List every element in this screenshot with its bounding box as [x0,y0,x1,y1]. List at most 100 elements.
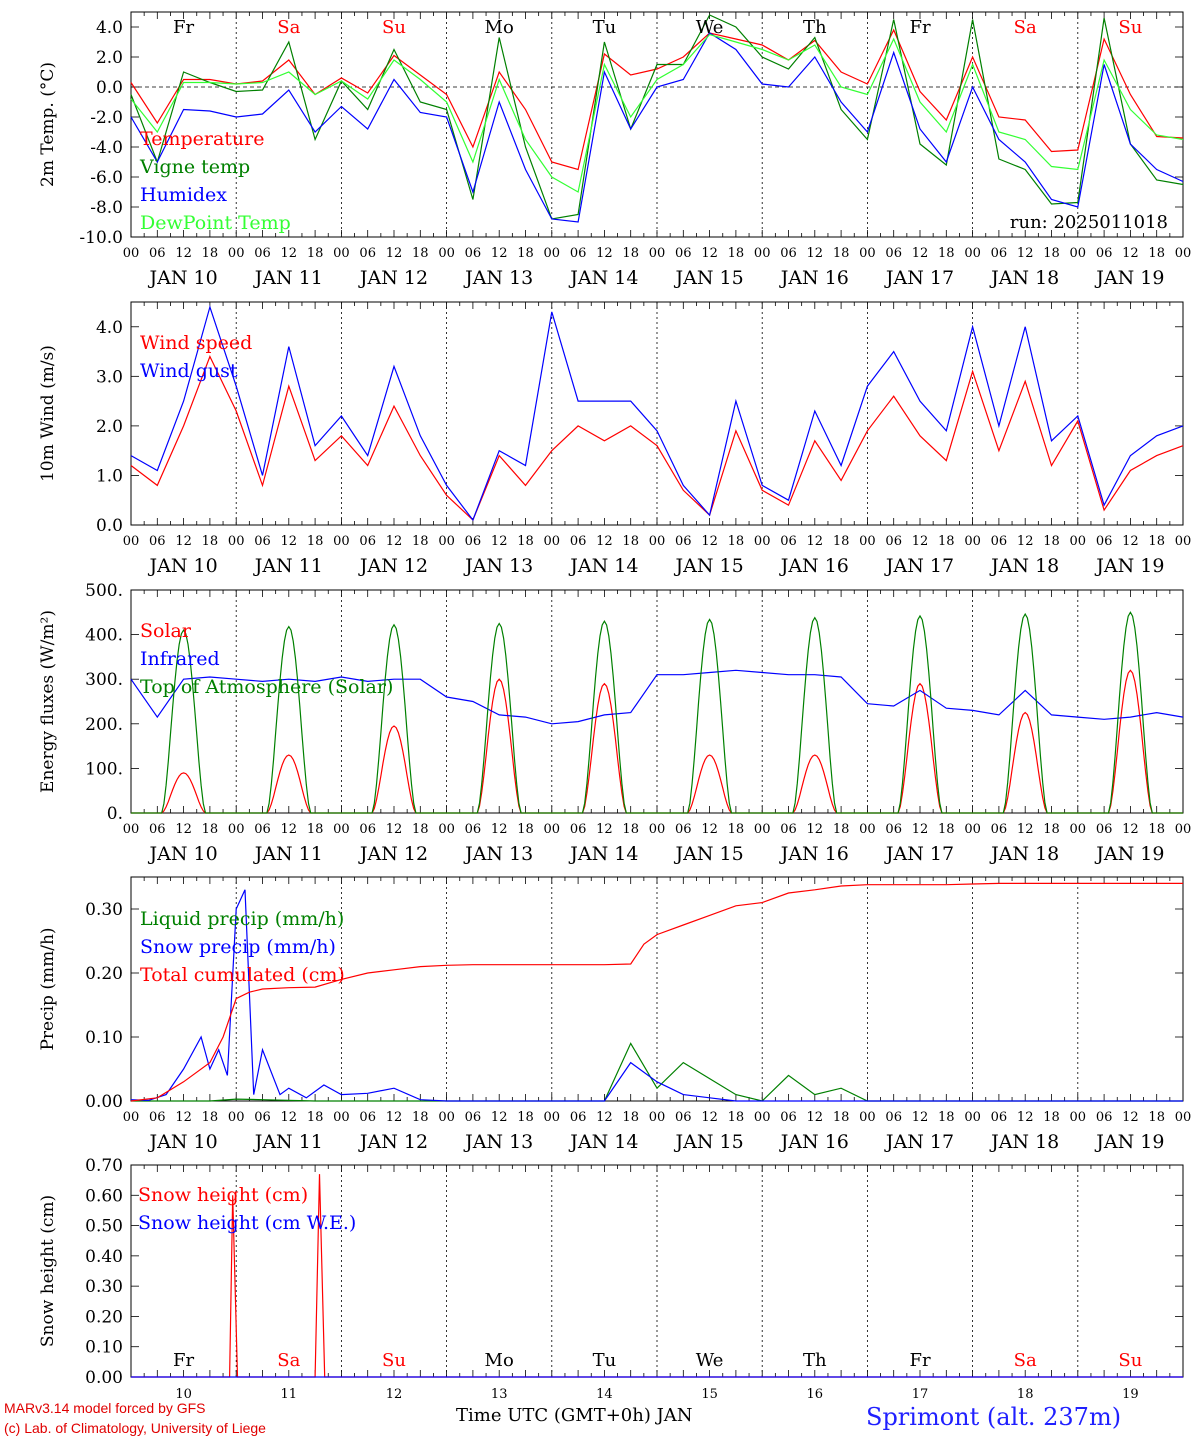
hour-tick-label: 00 [859,822,876,837]
weekday-label: Th [803,1350,827,1371]
y-tick-label: 0.10 [85,1028,123,1048]
date-label: JAN 18 [989,267,1059,289]
hour-tick-label: 12 [1122,1110,1139,1125]
hour-tick-label: 18 [307,822,324,837]
hour-tick-label: 18 [1043,1110,1060,1125]
hour-tick-label: 06 [149,534,166,549]
hour-tick-label: 06 [885,1110,902,1125]
series-line-dewpoint-temp [130,33,1184,193]
weekday-label: Tu [593,17,617,38]
hour-tick-label: 18 [1148,534,1165,549]
weekday-label: Fr [173,1350,194,1371]
hour-tick-label: 00 [333,822,350,837]
y-tick-label: 0.20 [85,1307,123,1327]
weekday-label: Su [382,1350,406,1371]
date-label: JAN 13 [463,843,533,865]
weekday-label: Sa [277,17,300,38]
hour-tick-label: 06 [1096,1110,1113,1125]
legend-entry: Humidex [140,184,227,206]
hour-tick-label: 06 [465,534,482,549]
hour-tick-label: 18 [412,534,429,549]
date-label: JAN 12 [358,267,428,289]
hour-tick-label: 00 [123,246,140,261]
day-number-label: 17 [912,1387,929,1402]
weekday-label: Su [382,17,406,38]
date-label: JAN 19 [1094,843,1164,865]
hour-tick-label: 06 [675,1110,692,1125]
hour-tick-label: 00 [649,534,666,549]
y-tick-label: 0.10 [85,1338,123,1358]
hour-tick-label: 18 [938,534,955,549]
y-tick-label: 4.0 [96,18,123,38]
hour-tick-label: 00 [228,246,245,261]
hour-tick-label: 18 [622,822,639,837]
hour-tick-label: 00 [1175,1110,1192,1125]
day-number-label: 18 [1017,1387,1034,1402]
y-tick-label: 4.0 [96,318,123,338]
weekday-label: Sa [1014,1350,1037,1371]
hour-tick-label: 00 [123,822,140,837]
hour-tick-label: 06 [991,534,1008,549]
hour-tick-label: 18 [938,1110,955,1125]
hour-tick-label: 06 [149,246,166,261]
y-tick-label: -6.0 [90,168,123,188]
date-label: JAN 10 [148,267,218,289]
hour-tick-label: 18 [202,822,219,837]
hour-tick-label: 06 [149,822,166,837]
date-label: JAN 18 [989,843,1059,865]
y-axis-label: 2m Temp. (°C) [38,62,58,187]
date-label: JAN 17 [884,267,954,289]
hour-tick-label: 06 [780,246,797,261]
hour-tick-label: 00 [228,1110,245,1125]
y-axis-label: Snow height (cm) [38,1195,58,1347]
hour-tick-label: 12 [491,246,508,261]
y-axis-label: Energy fluxes (W/m²) [38,610,58,793]
legend-entry: Snow height (cm) [138,1184,308,1206]
hour-tick-label: 18 [1148,246,1165,261]
date-label: JAN 18 [989,555,1059,577]
hour-tick-label: 00 [123,1110,140,1125]
hour-tick-label: 12 [175,534,192,549]
hour-tick-label: 12 [807,1110,824,1125]
hour-tick-label: 12 [912,534,929,549]
date-label: JAN 19 [1094,1131,1164,1153]
day-number-label: 11 [281,1387,298,1402]
date-label: JAN 12 [358,843,428,865]
hour-tick-label: 18 [517,534,534,549]
hour-tick-label: 06 [1096,246,1113,261]
y-tick-label: -10.0 [79,228,123,248]
legend-entry: Liquid precip (mm/h) [140,908,344,930]
hour-tick-label: 12 [386,534,403,549]
hour-tick-label: 18 [622,534,639,549]
hour-tick-label: 06 [991,1110,1008,1125]
hour-tick-label: 00 [1175,534,1192,549]
weekday-label: Su [1118,17,1142,38]
hour-tick-label: 18 [1148,822,1165,837]
date-label: JAN 10 [148,555,218,577]
weekday-label: Fr [909,1350,930,1371]
hour-tick-label: 12 [491,822,508,837]
date-label: JAN 10 [148,843,218,865]
day-number-label: 15 [701,1387,718,1402]
weekday-label: Sa [1014,17,1037,38]
hour-tick-label: 12 [386,246,403,261]
hour-tick-label: 12 [491,1110,508,1125]
hour-tick-label: 12 [701,534,718,549]
hour-tick-label: 12 [1122,822,1139,837]
weekday-label: We [696,1350,724,1371]
hour-tick-label: 06 [675,822,692,837]
hour-tick-label: 06 [570,822,587,837]
hour-tick-label: 06 [359,534,376,549]
date-label: JAN 11 [253,1131,323,1153]
hour-tick-label: 18 [622,246,639,261]
y-tick-label: 0.30 [85,1277,123,1297]
hour-tick-label: 12 [1017,246,1034,261]
hour-tick-label: 00 [438,246,455,261]
hour-tick-label: 00 [649,1110,666,1125]
hour-tick-label: 12 [701,1110,718,1125]
hour-tick-label: 00 [1175,246,1192,261]
y-tick-label: 0. [107,804,123,824]
legend-entry: Wind gust [140,360,238,382]
day-number-label: 16 [807,1387,824,1402]
hour-tick-label: 18 [307,1110,324,1125]
